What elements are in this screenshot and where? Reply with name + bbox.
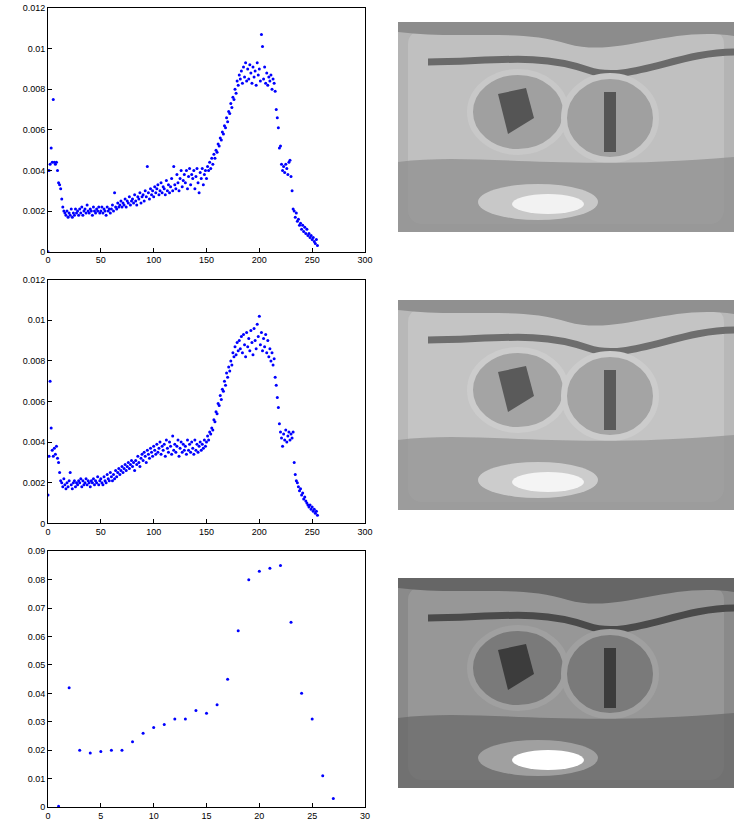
svg-text:15: 15	[201, 811, 211, 821]
svg-text:30: 30	[360, 811, 370, 821]
svg-text:250: 250	[305, 255, 320, 265]
svg-text:0: 0	[40, 519, 45, 529]
svg-text:0.04: 0.04	[28, 689, 46, 699]
svg-text:150: 150	[199, 527, 214, 537]
svg-text:0.012: 0.012	[23, 3, 46, 13]
svg-text:0.05: 0.05	[28, 660, 46, 670]
svg-text:300: 300	[357, 527, 372, 537]
svg-text:100: 100	[146, 255, 161, 265]
svg-text:0.02: 0.02	[28, 745, 46, 755]
svg-text:0: 0	[40, 247, 45, 257]
svg-text:250: 250	[305, 527, 320, 537]
svg-text:0.002: 0.002	[23, 478, 46, 488]
svg-text:0.01: 0.01	[28, 774, 46, 784]
svg-text:0.09: 0.09	[28, 546, 46, 556]
svg-text:20: 20	[254, 811, 264, 821]
svg-text:5: 5	[98, 811, 103, 821]
svg-text:0: 0	[45, 255, 50, 265]
svg-text:0.06: 0.06	[28, 632, 46, 642]
svg-text:200: 200	[252, 527, 267, 537]
svg-text:300: 300	[357, 255, 372, 265]
svg-text:0.03: 0.03	[28, 717, 46, 727]
svg-text:0.008: 0.008	[23, 356, 46, 366]
svg-text:0: 0	[45, 811, 50, 821]
svg-text:0.008: 0.008	[23, 84, 46, 94]
svg-text:150: 150	[199, 255, 214, 265]
svg-text:0: 0	[45, 527, 50, 537]
svg-text:50: 50	[96, 527, 106, 537]
svg-text:0.004: 0.004	[23, 437, 46, 447]
svg-text:0.01: 0.01	[28, 44, 46, 54]
svg-text:50: 50	[96, 255, 106, 265]
svg-text:0: 0	[40, 802, 45, 812]
svg-text:10: 10	[149, 811, 159, 821]
svg-text:100: 100	[146, 527, 161, 537]
svg-text:0.006: 0.006	[23, 125, 46, 135]
svg-text:0.08: 0.08	[28, 575, 46, 585]
svg-text:0.01: 0.01	[28, 315, 46, 325]
svg-text:0.004: 0.004	[23, 166, 46, 176]
svg-text:0.012: 0.012	[23, 275, 46, 285]
svg-text:0.07: 0.07	[28, 603, 46, 613]
svg-text:200: 200	[252, 255, 267, 265]
svg-text:25: 25	[307, 811, 317, 821]
svg-text:0.002: 0.002	[23, 206, 46, 216]
svg-text:0.006: 0.006	[23, 397, 46, 407]
